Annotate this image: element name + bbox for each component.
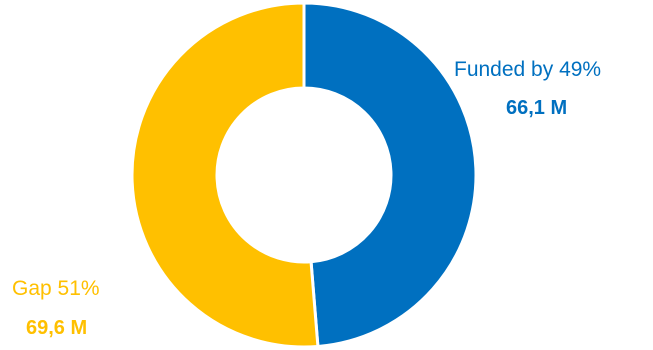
funded-slice — [302, 1, 478, 349]
funded-slice-value: 66,1 M — [506, 97, 568, 119]
gap-slice-label: Gap 51% — [12, 277, 100, 300]
gap-slice-value: 69,6 M — [26, 317, 88, 339]
gap-slice — [130, 1, 320, 349]
donut-slices — [130, 1, 478, 349]
funded-slice-label: Funded by 49% — [454, 58, 602, 81]
